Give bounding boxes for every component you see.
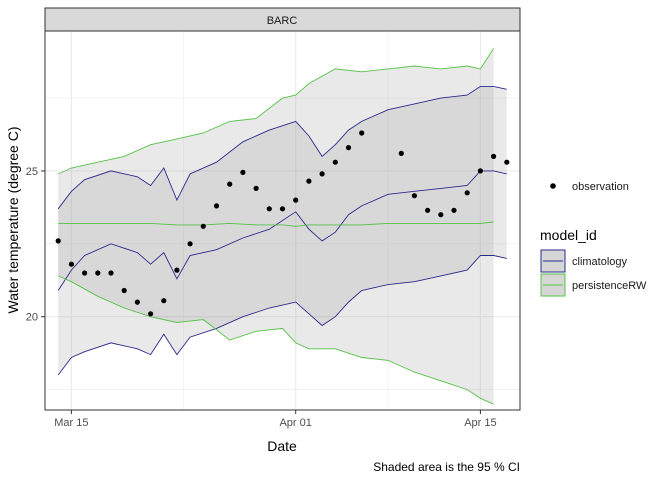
observation-point xyxy=(451,207,457,213)
caption: Shaded area is the 95 % CI xyxy=(373,460,520,474)
observation-point xyxy=(253,185,259,191)
observation-point xyxy=(174,267,180,273)
observation-point xyxy=(359,130,365,136)
observation-point xyxy=(55,238,61,244)
observation-point xyxy=(477,168,483,174)
legend-model-title: model_id xyxy=(540,227,597,243)
facet-title: BARC xyxy=(267,15,298,27)
observation-point xyxy=(464,190,470,196)
observation-point xyxy=(187,241,193,247)
observation-point xyxy=(121,287,127,294)
observation-point xyxy=(411,193,417,199)
observation-point xyxy=(398,150,404,156)
observation-point xyxy=(95,270,101,276)
observation-point xyxy=(148,311,154,317)
observation-point xyxy=(319,171,325,177)
legend-observation-label: observation xyxy=(572,181,629,193)
observation-point xyxy=(82,270,88,276)
x-axis-title: Date xyxy=(267,438,297,454)
x-tick-label: Mar 15 xyxy=(54,417,88,429)
line-climatology-upper xyxy=(57,85,507,210)
legend-label-persistenceRW: persistenceRW xyxy=(572,280,647,292)
observation-point xyxy=(134,299,140,305)
observation-point xyxy=(306,178,312,184)
observation-point xyxy=(240,169,246,175)
observation-point xyxy=(504,159,510,165)
x-tick-label: Apr 15 xyxy=(464,417,496,429)
confidence-ribbons xyxy=(58,48,507,405)
observation-point xyxy=(279,206,286,212)
observation-points xyxy=(55,130,510,317)
observation-point xyxy=(438,212,444,218)
y-tick-label: 25 xyxy=(26,166,38,178)
x-axis: Mar 15 Apr 01 Apr 15 xyxy=(54,410,497,429)
y-tick-label: 20 xyxy=(26,312,38,324)
plot-panel-border xyxy=(44,30,521,411)
observation-point xyxy=(68,261,74,267)
legend-label-climatology: climatology xyxy=(572,256,628,268)
legend-observation-key xyxy=(550,183,556,189)
observation-point xyxy=(227,181,233,187)
ribbon-persistenceRW xyxy=(58,48,494,405)
line-climatology-lower xyxy=(57,255,507,376)
grid-lines xyxy=(45,31,520,410)
observation-point xyxy=(425,207,431,213)
observation-point xyxy=(213,203,220,209)
observation-point xyxy=(108,270,114,276)
line-persistenceRW-upper xyxy=(58,48,494,175)
observation-point xyxy=(161,298,167,304)
facet-strip: BARC xyxy=(44,7,521,32)
observation-point xyxy=(332,159,338,165)
legend-model: model_id climatology persistenceRW xyxy=(540,227,647,297)
x-tick-label: Apr 01 xyxy=(279,417,311,429)
y-axis-title: Water temperature (degree C) xyxy=(5,127,21,314)
legend-item-climatology: climatology xyxy=(540,249,628,273)
line-persistenceRW-mean xyxy=(58,221,494,227)
observation-point xyxy=(266,206,272,212)
ribbon-climatology xyxy=(58,86,507,376)
observation-point xyxy=(293,197,299,203)
observation-point xyxy=(491,153,497,159)
observation-point xyxy=(345,145,352,151)
observation-point xyxy=(200,223,206,229)
line-climatology-mean xyxy=(57,170,507,291)
legend-observation: observation xyxy=(550,181,629,193)
legend-item-persistenceRW: persistenceRW xyxy=(540,273,647,297)
line-persistenceRW-lower xyxy=(58,275,494,405)
forecast-lines xyxy=(57,48,507,405)
